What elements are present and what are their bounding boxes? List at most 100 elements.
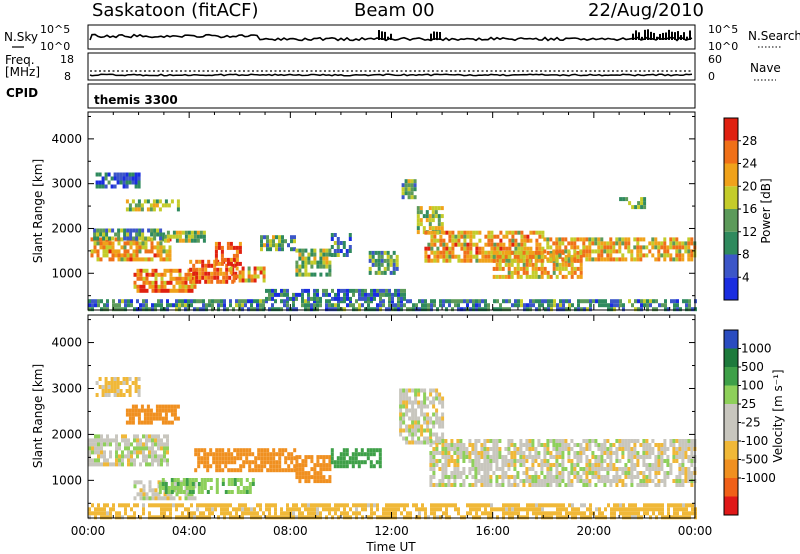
- vel-cell: [580, 515, 583, 520]
- vel-cell: [289, 507, 292, 512]
- power-cell: [181, 280, 185, 285]
- vel-cell: [94, 438, 97, 443]
- vel-cell: [382, 515, 385, 520]
- power-cell: [167, 203, 171, 208]
- power-cell: [558, 270, 562, 275]
- vel-cell: [310, 459, 314, 464]
- vel-cell: [355, 515, 358, 520]
- vel-cell: [453, 479, 457, 483]
- power-cell: [440, 226, 444, 231]
- vel-cell: [100, 446, 103, 451]
- power-cell: [624, 237, 628, 242]
- power-cell: [175, 288, 179, 293]
- power-cell: [146, 199, 150, 204]
- power-cell: [526, 238, 530, 243]
- vel-cell: [301, 475, 305, 480]
- nsearch-bar: [653, 32, 655, 40]
- vel-cell: [157, 458, 160, 463]
- vel-cell: [555, 467, 559, 471]
- vel-cell: [441, 483, 445, 487]
- power-cell: [283, 292, 286, 297]
- power-cell: [616, 303, 619, 308]
- power-cell: [204, 275, 208, 280]
- power-cell: [463, 307, 466, 312]
- vel-cell: [121, 515, 124, 520]
- power-cell: [157, 299, 160, 304]
- vel-cell: [420, 412, 424, 417]
- vel-cell: [445, 503, 448, 508]
- vel-cell: [408, 428, 412, 433]
- vel-cell: [103, 503, 106, 508]
- velocity-colorbar-tick-label: -100: [741, 434, 768, 448]
- vel-cell: [376, 503, 379, 508]
- velocity-colorbar-swatch: [724, 459, 738, 478]
- power-cell: [260, 239, 263, 244]
- vel-cell: [462, 443, 466, 447]
- vel-cell: [600, 459, 604, 463]
- vel-cell: [187, 496, 191, 501]
- power-cell: [328, 260, 332, 265]
- power-cell: [472, 230, 476, 235]
- vel-cell: [245, 478, 249, 482]
- power-cell: [316, 307, 319, 312]
- power-cell: [144, 236, 148, 241]
- power-cell: [120, 253, 124, 258]
- vel-cell: [91, 442, 94, 447]
- vel-cell: [690, 459, 694, 463]
- power-cell: [301, 288, 304, 293]
- vel-cell: [113, 385, 117, 389]
- power-cell: [546, 237, 550, 242]
- power-cell: [628, 201, 632, 206]
- vel-cell: [507, 475, 511, 479]
- vel-cell: [218, 456, 222, 461]
- power-cell: [433, 242, 437, 247]
- vel-cell: [666, 475, 670, 479]
- power-cell: [534, 254, 538, 259]
- power-cell: [550, 303, 553, 308]
- power-colorbar-swatch: [724, 186, 738, 209]
- vel-cell: [594, 463, 598, 467]
- power-cell: [374, 250, 378, 255]
- vel-cell: [477, 459, 481, 463]
- vel-cell: [456, 475, 460, 479]
- vel-cell: [507, 463, 511, 467]
- power-cell: [198, 259, 202, 264]
- vel-cell: [130, 450, 133, 455]
- vel-cell: [118, 511, 121, 516]
- vel-cell: [319, 503, 322, 508]
- vel-cell: [278, 460, 282, 465]
- power-cell: [125, 176, 129, 181]
- vel-cell: [328, 475, 332, 480]
- vel-cell: [151, 450, 154, 455]
- vel-cell: [429, 475, 433, 479]
- vel-cell: [206, 452, 210, 457]
- power-cell: [463, 254, 467, 259]
- power-cell: [364, 296, 367, 301]
- vel-cell: [154, 454, 157, 459]
- power-cell: [96, 257, 100, 262]
- vel-cell: [583, 511, 586, 516]
- power-cell: [382, 299, 385, 304]
- vel-ytick-label: 3000: [51, 381, 82, 395]
- power-cell: [304, 288, 307, 293]
- vel-cell: [588, 467, 592, 471]
- power-cell: [286, 296, 289, 301]
- power-cell: [427, 254, 431, 259]
- power-cell: [621, 253, 625, 258]
- power-cell: [193, 234, 197, 239]
- vel-cell: [166, 492, 170, 497]
- vel-cell: [116, 377, 120, 381]
- power-cell: [130, 303, 133, 308]
- vel-cell: [143, 416, 147, 421]
- power-cell: [416, 210, 420, 215]
- power-cell: [613, 307, 616, 312]
- vel-cell: [348, 456, 352, 461]
- vel-cell: [526, 515, 529, 520]
- vel-cell: [558, 463, 562, 467]
- power-cell: [445, 250, 449, 255]
- vel-cell: [552, 439, 556, 443]
- vel-cell: [130, 442, 133, 447]
- vel-cell: [691, 503, 694, 508]
- vel-cell: [408, 408, 412, 413]
- power-cell: [678, 249, 682, 254]
